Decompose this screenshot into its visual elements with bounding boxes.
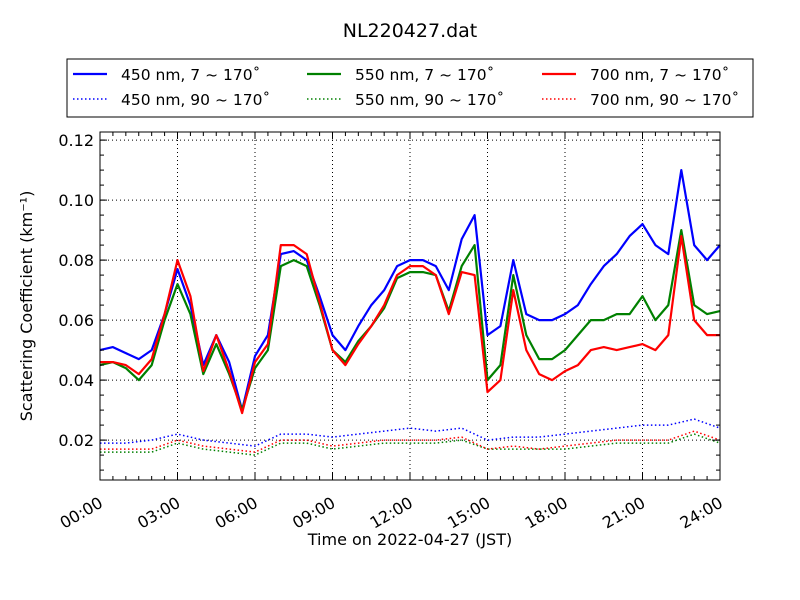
y-tick-label: 0.10: [58, 191, 94, 210]
y-axis-label: Scattering Coefficient (km⁻¹): [17, 191, 36, 422]
series-lines: [99, 169, 721, 456]
y-tick-label: 0.04: [58, 371, 94, 390]
legend-label-5: 700 nm, 90 ~ 170˚: [590, 91, 739, 109]
chart-title: NL220427.dat: [343, 20, 478, 42]
series-line-2: [100, 235, 720, 415]
series-line-1: [99, 229, 721, 412]
y-tick-label: 0.12: [58, 131, 94, 150]
grid: [100, 132, 720, 480]
legend: 450 nm, 7 ~ 170˚ 550 nm, 7 ~ 170˚ 700 nm, …: [66, 58, 754, 118]
legend-label-4: 550 nm, 90 ~ 170˚: [355, 91, 504, 109]
series-line-5: [100, 430, 721, 453]
legend-label-3: 450 nm, 90 ~ 170˚: [121, 91, 270, 109]
y-tick-label: 0.06: [58, 311, 94, 330]
legend-label-2: 700 nm, 7 ~ 170˚: [590, 66, 729, 84]
legend-label-1: 550 nm, 7 ~ 170˚: [355, 66, 494, 84]
x-axis-label: Time on 2022-04-27 (JST): [307, 530, 512, 549]
y-tick-label: 0.08: [58, 251, 94, 270]
series-line-4: [100, 433, 721, 456]
y-tick-label: 0.02: [58, 431, 94, 450]
series-line-3: [100, 418, 721, 447]
legend-label-0: 450 nm, 7 ~ 170˚: [121, 66, 260, 84]
